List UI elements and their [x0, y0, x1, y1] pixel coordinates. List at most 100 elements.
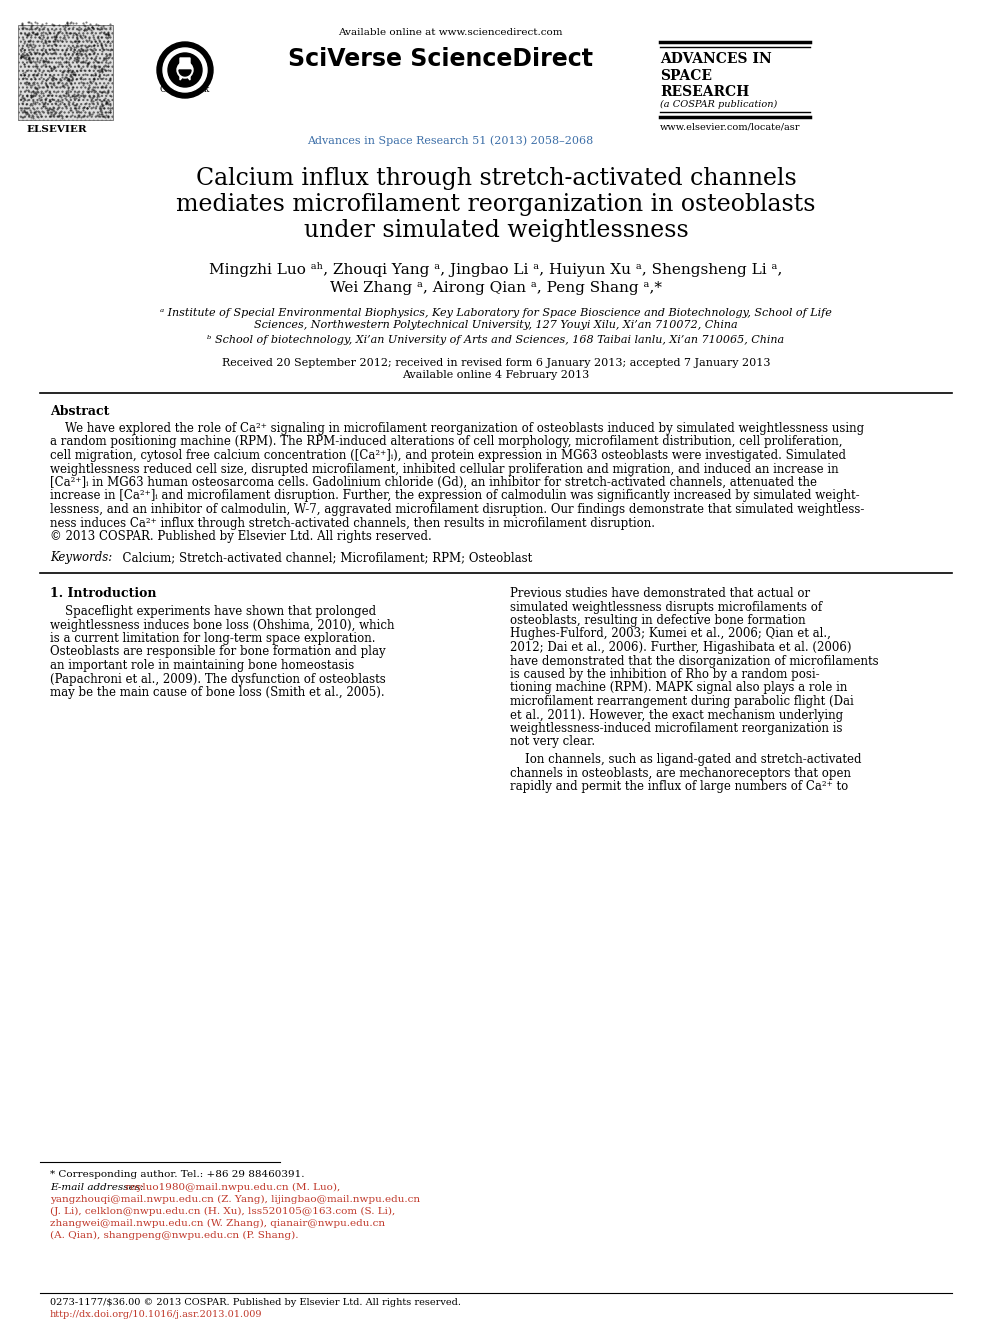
- Point: [65, 62, 81, 83]
- Point: [69, 106, 85, 127]
- Point: [33, 28, 49, 49]
- Point: [91, 29, 107, 50]
- Point: [68, 49, 84, 70]
- Point: [85, 56, 101, 77]
- Point: [68, 24, 84, 45]
- Point: [57, 28, 72, 49]
- Point: [86, 34, 102, 56]
- Point: [90, 26, 106, 48]
- Point: [82, 36, 98, 57]
- Point: [16, 64, 32, 85]
- Point: [93, 90, 109, 111]
- Point: [85, 67, 101, 89]
- Point: [96, 77, 112, 98]
- Point: [42, 85, 58, 106]
- Text: ness induces Ca²⁺ influx through stretch-activated channels, then results in mic: ness induces Ca²⁺ influx through stretch…: [50, 516, 655, 529]
- Point: [17, 17, 33, 38]
- Point: [92, 101, 108, 122]
- Point: [38, 95, 54, 116]
- Point: [29, 50, 45, 71]
- Point: [48, 102, 63, 123]
- Point: [34, 77, 50, 98]
- Point: [55, 85, 70, 106]
- Point: [93, 16, 109, 37]
- Point: [52, 102, 67, 123]
- Point: [89, 33, 105, 54]
- Point: [82, 71, 98, 93]
- Point: [26, 74, 42, 95]
- Point: [96, 97, 112, 118]
- Point: [34, 40, 50, 61]
- Point: [61, 44, 76, 65]
- Point: [77, 64, 93, 85]
- Point: [32, 42, 48, 64]
- Point: [84, 21, 100, 42]
- Point: [16, 46, 32, 67]
- Point: [76, 97, 92, 118]
- Point: [51, 106, 66, 127]
- Point: [85, 67, 101, 89]
- Point: [18, 74, 34, 95]
- Point: [29, 77, 45, 98]
- Point: [32, 87, 48, 108]
- Point: [49, 25, 64, 46]
- Point: [47, 57, 62, 78]
- Point: [38, 41, 54, 62]
- Point: [20, 60, 36, 81]
- Point: [72, 41, 88, 62]
- Point: [48, 33, 63, 54]
- Point: [85, 85, 101, 106]
- Point: [45, 70, 61, 91]
- Point: [60, 69, 75, 90]
- Point: [36, 95, 52, 116]
- Point: [76, 60, 92, 81]
- Point: [20, 102, 36, 123]
- Point: [16, 33, 32, 54]
- Text: weightlessness-induced microfilament reorganization is: weightlessness-induced microfilament reo…: [510, 722, 842, 736]
- Point: [44, 60, 60, 81]
- Point: [38, 32, 54, 53]
- Point: [78, 19, 94, 40]
- Point: [68, 13, 84, 34]
- Point: [22, 52, 38, 73]
- Point: [67, 64, 83, 85]
- Point: [62, 60, 77, 81]
- Point: [41, 99, 57, 120]
- Text: Ion channels, such as ligand-gated and stretch-activated: Ion channels, such as ligand-gated and s…: [510, 753, 861, 766]
- Point: [14, 22, 30, 44]
- Point: [45, 67, 61, 89]
- Text: Keywords:: Keywords:: [50, 552, 112, 565]
- Point: [99, 28, 115, 49]
- Point: [51, 85, 66, 106]
- Point: [46, 33, 62, 54]
- Point: [18, 103, 34, 124]
- Polygon shape: [179, 70, 191, 75]
- Point: [23, 67, 39, 89]
- Point: [25, 85, 41, 106]
- Point: [29, 65, 45, 86]
- Point: [68, 22, 84, 44]
- Point: [28, 77, 44, 98]
- Text: 0273-1177/$36.00 © 2013 COSPAR. Published by Elsevier Ltd. All rights reserved.: 0273-1177/$36.00 © 2013 COSPAR. Publishe…: [50, 1298, 461, 1307]
- Point: [21, 12, 37, 33]
- Point: [96, 58, 112, 79]
- Point: [68, 33, 84, 54]
- Point: [46, 15, 62, 36]
- Point: [28, 82, 44, 103]
- Point: [76, 97, 92, 118]
- Point: [22, 30, 38, 52]
- Point: [33, 103, 49, 124]
- Point: [47, 57, 62, 78]
- Point: [54, 62, 69, 83]
- Point: [14, 15, 30, 36]
- Point: [28, 24, 44, 45]
- Point: [68, 36, 84, 57]
- Point: [29, 58, 45, 79]
- Text: osteoblasts, resulting in defective bone formation: osteoblasts, resulting in defective bone…: [510, 614, 806, 627]
- Text: Available online at www.sciencedirect.com: Available online at www.sciencedirect.co…: [337, 28, 562, 37]
- Point: [100, 94, 116, 115]
- Point: [29, 24, 45, 45]
- Point: [64, 105, 80, 126]
- Point: [38, 41, 54, 62]
- Point: [57, 73, 72, 94]
